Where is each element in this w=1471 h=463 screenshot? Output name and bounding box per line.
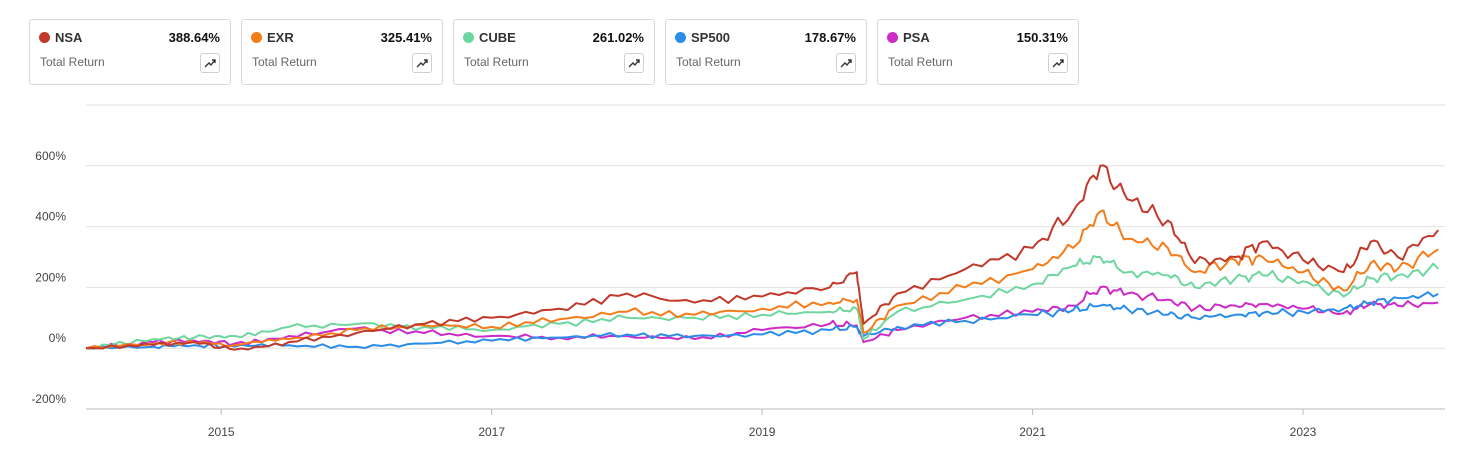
return-value: 150.31% xyxy=(1016,30,1068,45)
ticker-label: EXR xyxy=(267,30,294,45)
series-lines xyxy=(85,164,1439,351)
x-tick-label: 2019 xyxy=(749,425,776,439)
series-line-cube xyxy=(85,255,1439,350)
trend-up-icon[interactable] xyxy=(200,53,220,73)
ticker-label: NSA xyxy=(55,30,83,45)
legend-card-psa[interactable]: PSA 150.31% Total Return xyxy=(877,19,1079,85)
return-type-label: Total Return xyxy=(40,55,105,69)
legend: NSA 388.64% Total Return EXR 325.41% Tot… xyxy=(29,19,1079,85)
legend-card-exr[interactable]: EXR 325.41% Total Return xyxy=(241,19,443,85)
series-color-dot xyxy=(251,32,262,43)
ticker-label: CUBE xyxy=(479,30,516,45)
series-line-sp500 xyxy=(85,291,1439,350)
y-tick-label: 400% xyxy=(35,210,66,224)
return-value: 388.64% xyxy=(168,30,220,45)
series-line-exr xyxy=(85,209,1439,350)
series-color-dot xyxy=(39,32,50,43)
trend-up-icon[interactable] xyxy=(624,53,644,73)
return-value: 178.67% xyxy=(804,30,856,45)
y-tick-label: 200% xyxy=(35,270,66,284)
series-color-dot xyxy=(463,32,474,43)
legend-card-sp500[interactable]: SP500 178.67% Total Return xyxy=(665,19,867,85)
series-line-nsa xyxy=(85,164,1439,351)
x-tick-label: 2015 xyxy=(208,425,235,439)
legend-card-cube[interactable]: CUBE 261.02% Total Return xyxy=(453,19,655,85)
x-tick-label: 2023 xyxy=(1290,425,1317,439)
trend-up-icon[interactable] xyxy=(412,53,432,73)
return-value: 325.41% xyxy=(380,30,432,45)
return-type-label: Total Return xyxy=(676,55,741,69)
y-tick-label: 600% xyxy=(35,149,66,163)
trend-up-icon[interactable] xyxy=(1048,53,1068,73)
series-line-psa xyxy=(85,285,1439,350)
y-tick-label: 0% xyxy=(49,331,67,345)
series-color-dot xyxy=(887,32,898,43)
return-value: 261.02% xyxy=(592,30,644,45)
ticker-label: PSA xyxy=(903,30,930,45)
total-return-chart: 600% 400% 200% 0% -200% 2015 2017 2019 2021 2023 xyxy=(31,104,1445,439)
y-tick-label: -200% xyxy=(31,392,66,406)
return-type-label: Total Return xyxy=(464,55,529,69)
series-color-dot xyxy=(675,32,686,43)
return-type-label: Total Return xyxy=(252,55,317,69)
legend-card-nsa[interactable]: NSA 388.64% Total Return xyxy=(29,19,231,85)
ticker-label: SP500 xyxy=(691,30,731,45)
axes: 600% 400% 200% 0% -200% 2015 2017 2019 2021 2023 xyxy=(31,149,1445,439)
x-tick-label: 2021 xyxy=(1019,425,1046,439)
return-type-label: Total Return xyxy=(888,55,953,69)
trend-up-icon[interactable] xyxy=(836,53,856,73)
x-tick-label: 2017 xyxy=(478,425,505,439)
